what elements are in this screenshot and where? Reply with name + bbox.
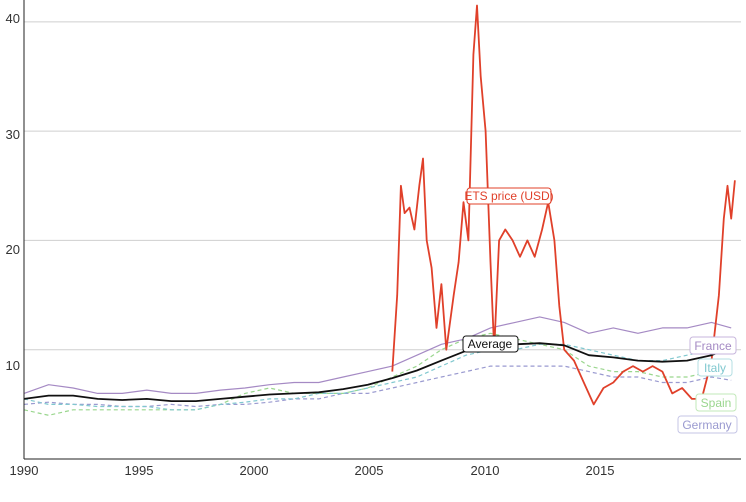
x-tick-label: 1995 — [125, 463, 154, 478]
series-line-france — [23, 316, 732, 394]
germany-label-box — [677, 415, 738, 434]
tick-labels: 10 20 30 40 1990 1995 2000 2005 2010 201… — [6, 11, 615, 478]
average-label-box — [462, 335, 519, 353]
france-label-box — [689, 336, 737, 355]
x-tick-label: 2010 — [471, 463, 500, 478]
y-tick-label: 30 — [6, 127, 20, 142]
average-label: Average — [462, 335, 519, 353]
germany-label: Germany — [677, 415, 738, 434]
spain-label: Spain — [695, 393, 737, 412]
y-tick-label: 20 — [6, 242, 20, 257]
ets-price-label: ETS price (USD) — [464, 187, 554, 205]
france-label-text: France — [694, 339, 732, 353]
france-label: France — [689, 336, 737, 355]
italy-label: Italy — [697, 358, 733, 377]
gridlines — [24, 21, 741, 351]
x-tick-label: 2005 — [355, 463, 384, 478]
series-lines — [23, 4, 736, 416]
series-line-germany — [23, 365, 732, 408]
series-line-italy — [23, 343, 732, 411]
spain-label-text: Spain — [701, 396, 732, 410]
italy-label-box — [697, 358, 733, 377]
ets-price-label-box — [466, 187, 552, 205]
spain-label-box — [695, 393, 737, 412]
y-tick-label: 40 — [6, 11, 20, 26]
y-tick-label: 10 — [6, 358, 20, 373]
x-tick-label: 1990 — [10, 463, 39, 478]
series-line-average — [23, 342, 732, 402]
germany-label-text: Germany — [682, 418, 731, 432]
series-line-ets-price-usd — [391, 4, 736, 406]
series-labels: ETS price (USD) Average France Italy Spa… — [462, 187, 738, 434]
ets-price-label-text: ETS price (USD) — [464, 189, 553, 203]
x-tick-label: 2000 — [240, 463, 269, 478]
axes — [23, 0, 741, 460]
x-tick-label: 2015 — [586, 463, 615, 478]
series-line-spain — [23, 332, 732, 416]
italy-label-text: Italy — [704, 361, 726, 375]
average-label-text: Average — [468, 337, 513, 351]
